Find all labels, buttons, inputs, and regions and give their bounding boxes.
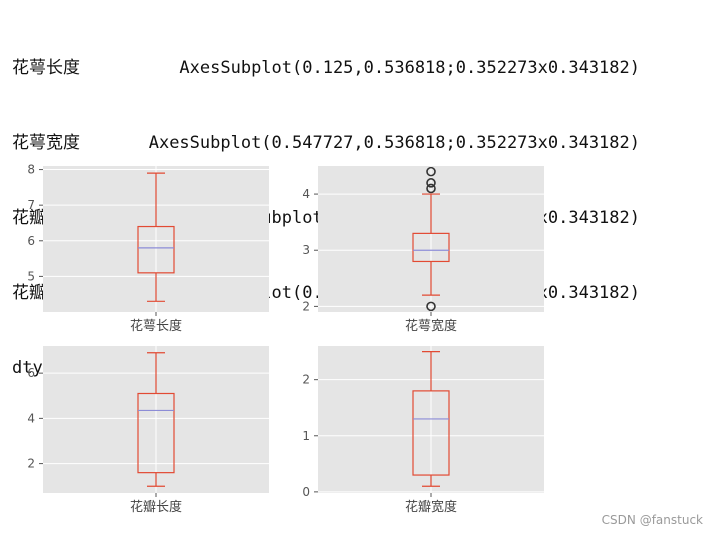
box-iqr bbox=[137, 392, 175, 474]
y-tick-label: 6 bbox=[27, 234, 35, 248]
output-value: AxesSubplot(0.125,0.536818;0.352273x0.34… bbox=[179, 58, 640, 78]
x-tick-label: 花瓣长度 bbox=[130, 499, 182, 515]
x-tick-label: 花瓣宽度 bbox=[405, 499, 457, 515]
output-key: 花萼长度 bbox=[12, 58, 80, 78]
output-value: AxesSubplot(0.547727,0.536818;0.352273x0… bbox=[148, 133, 640, 153]
y-tick-label: 8 bbox=[27, 163, 35, 177]
y-tick-label: 4 bbox=[302, 187, 310, 201]
y-tick-label: 2 bbox=[27, 457, 35, 471]
x-tick-label: 花萼长度 bbox=[130, 318, 182, 334]
y-tick-label: 2 bbox=[302, 299, 310, 313]
x-tick-label: 花萼宽度 bbox=[405, 318, 457, 334]
box-iqr bbox=[137, 225, 175, 274]
watermark: CSDN @fanstuck bbox=[601, 513, 703, 527]
y-tick-label: 4 bbox=[27, 411, 35, 425]
outlier-point bbox=[426, 166, 436, 177]
box-iqr bbox=[412, 390, 450, 476]
boxplot-grid: 5 6 7 8 花萼长度 2 3 4 花萼宽度 2 4 6 花瓣长度 0 1 2 花瓣宽度 bbox=[27, 163, 544, 515]
output-row: 花萼长度 AxesSubplot(0.125,0.536818;0.352273x… bbox=[12, 56, 640, 81]
y-tick-label: 7 bbox=[27, 198, 35, 212]
outlier-point bbox=[426, 178, 436, 188]
y-tick-label: 0 bbox=[302, 485, 310, 499]
y-tick-label: 6 bbox=[27, 366, 35, 380]
outlier-point bbox=[426, 301, 436, 312]
output-row: 花萼宽度 AxesSubplot(0.547727,0.536818;0.3522… bbox=[12, 131, 640, 156]
y-tick-label: 1 bbox=[302, 429, 310, 443]
output-key: 花萼宽度 bbox=[12, 133, 80, 153]
y-tick-label: 3 bbox=[302, 243, 310, 257]
outlier-point bbox=[426, 183, 436, 194]
y-tick-label: 2 bbox=[302, 373, 310, 387]
box-iqr bbox=[412, 232, 450, 263]
y-tick-label: 5 bbox=[27, 269, 35, 283]
